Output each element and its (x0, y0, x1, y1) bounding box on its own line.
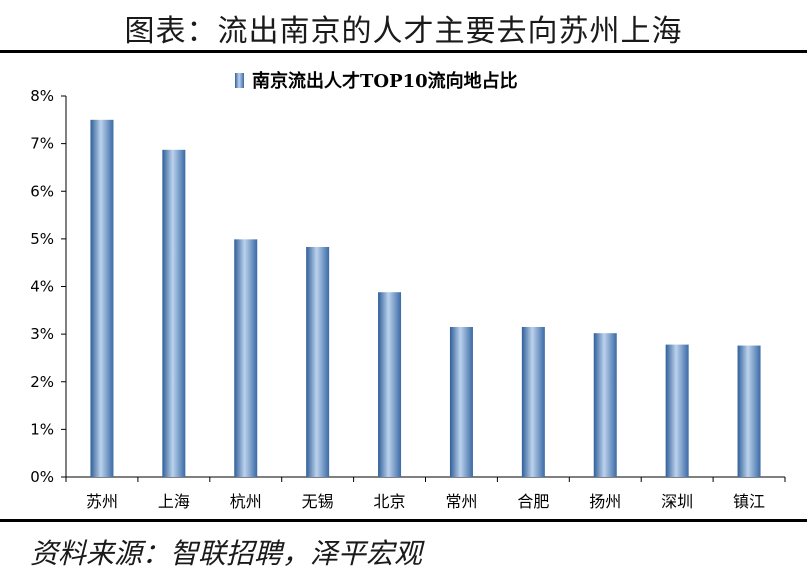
bar-10 (737, 345, 761, 477)
x-category-label: 扬州 (589, 492, 621, 511)
bar-5 (378, 292, 402, 477)
y-tick-label: 1% (30, 420, 54, 438)
y-tick-label: 6% (30, 182, 54, 200)
bar-8 (593, 333, 617, 477)
y-tick-label: 0% (30, 468, 54, 486)
chart-legend: 南京流出人才TOP10流向地占比 (235, 70, 518, 92)
y-tick-label: 5% (30, 230, 54, 248)
y-tick-label: 8% (30, 87, 54, 105)
x-axis: 苏州 上海 杭州 无锡 北京 常州 合肥 扬州 深圳 镇江 (65, 476, 786, 511)
y-tick-label: 7% (30, 135, 54, 153)
x-category-label: 杭州 (230, 492, 262, 511)
x-category-label: 合肥 (517, 492, 549, 511)
x-category-label: 深圳 (661, 492, 693, 511)
y-axis: 0% 1% 2% 3% 4% 5% 6% 7% 8% (30, 87, 67, 486)
x-category-label: 北京 (374, 492, 406, 511)
x-category-label: 镇江 (733, 492, 765, 511)
x-category-label: 上海 (158, 492, 190, 511)
bar-4 (306, 246, 330, 477)
legend-label: 南京流出人才TOP10流向地占比 (252, 70, 518, 92)
bar-1 (90, 119, 114, 477)
figure-title: 图表：流出南京的人才主要去向苏州上海 (124, 14, 683, 49)
x-category-label: 常州 (445, 492, 477, 511)
bar-2 (162, 149, 186, 477)
y-tick-label: 2% (30, 373, 54, 391)
bar-6 (449, 326, 473, 477)
bar-3 (234, 239, 258, 477)
y-tick-label: 4% (30, 278, 54, 296)
bottom-rule (0, 519, 807, 522)
x-category-label: 无锡 (302, 492, 334, 511)
x-category-label: 苏州 (86, 492, 118, 511)
bar-7 (521, 326, 545, 477)
bars (90, 119, 761, 477)
bar-9 (665, 344, 689, 477)
top-rule (0, 50, 807, 53)
y-tick-label: 3% (30, 325, 54, 343)
source-note: 资料来源：智联招聘，泽平宏观 (30, 537, 423, 570)
legend-swatch (235, 73, 244, 88)
bar-chart: 南京流出人才TOP10流向地占比 0% 1% 2% 3% 4% 5% 6% 7% 8% 苏州 上海… (30, 70, 786, 511)
